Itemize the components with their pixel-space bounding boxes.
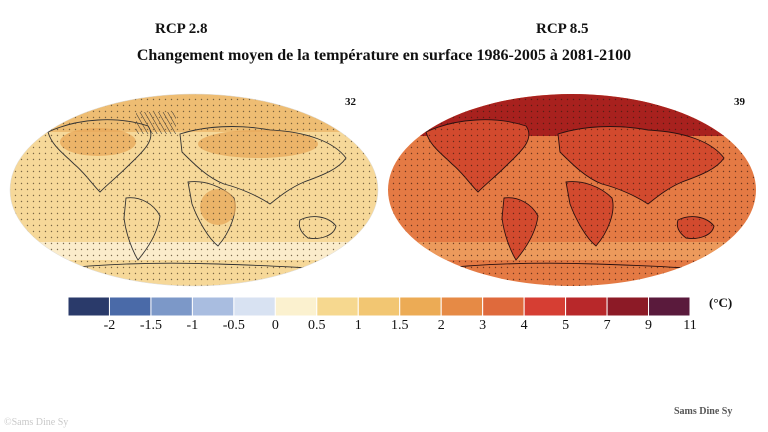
rcp28-model-count: 32 <box>345 96 356 108</box>
legend-swatch <box>482 297 525 316</box>
legend-swatch <box>357 297 401 316</box>
legend-tick-label: 7 <box>603 318 611 333</box>
legend-swatch <box>565 297 608 316</box>
right-map-title: RCP 8.5 <box>536 21 589 37</box>
legend-swatch <box>68 297 110 316</box>
legend-tick-label: 9 <box>645 318 653 333</box>
legend-tick-label: 4 <box>520 318 528 333</box>
rcp28-map <box>9 93 379 287</box>
legend-tick-label: 11 <box>683 318 697 333</box>
legend-swatch <box>150 297 193 316</box>
legend-tick-label: 0.5 <box>308 318 326 333</box>
rcp85-map <box>388 94 756 286</box>
watermark-right: Sams Dine Sy <box>674 406 733 417</box>
legend-swatch <box>108 297 152 316</box>
legend-swatch <box>274 297 318 316</box>
legend-tick-label: -1.5 <box>139 318 163 333</box>
legend-swatch <box>191 297 235 316</box>
legend-tick-label: 5 <box>562 318 570 333</box>
legend-swatch <box>440 297 484 316</box>
legend-tick-label: 1.5 <box>390 318 409 333</box>
rcp85-model-count: 39 <box>734 96 745 108</box>
legend-tick-label: -1 <box>186 318 199 333</box>
color-scale-bar <box>68 297 690 316</box>
legend-swatch <box>316 297 359 316</box>
legend-swatch <box>523 297 567 316</box>
legend-tick-label: 2 <box>437 318 445 333</box>
stippling <box>388 94 756 286</box>
stippling <box>10 94 378 286</box>
legend-tick-label: 0 <box>271 318 279 333</box>
legend-swatch <box>233 297 276 316</box>
legend-swatch <box>648 297 690 316</box>
legend-swatch <box>606 297 650 316</box>
left-map-title: RCP 2.8 <box>155 21 208 37</box>
legend-tick-label: -2 <box>103 318 116 333</box>
legend-tick-label: -0.5 <box>222 318 245 333</box>
legend-swatch <box>399 297 442 316</box>
watermark-left: ©Sams Dine Sy <box>4 417 69 428</box>
legend-tick-label: 1 <box>354 318 362 333</box>
figure-subtitle: Changement moyen de la température en su… <box>136 47 632 64</box>
legend-tick-label: 3 <box>479 318 487 333</box>
legend-unit: (°C) <box>709 295 733 310</box>
